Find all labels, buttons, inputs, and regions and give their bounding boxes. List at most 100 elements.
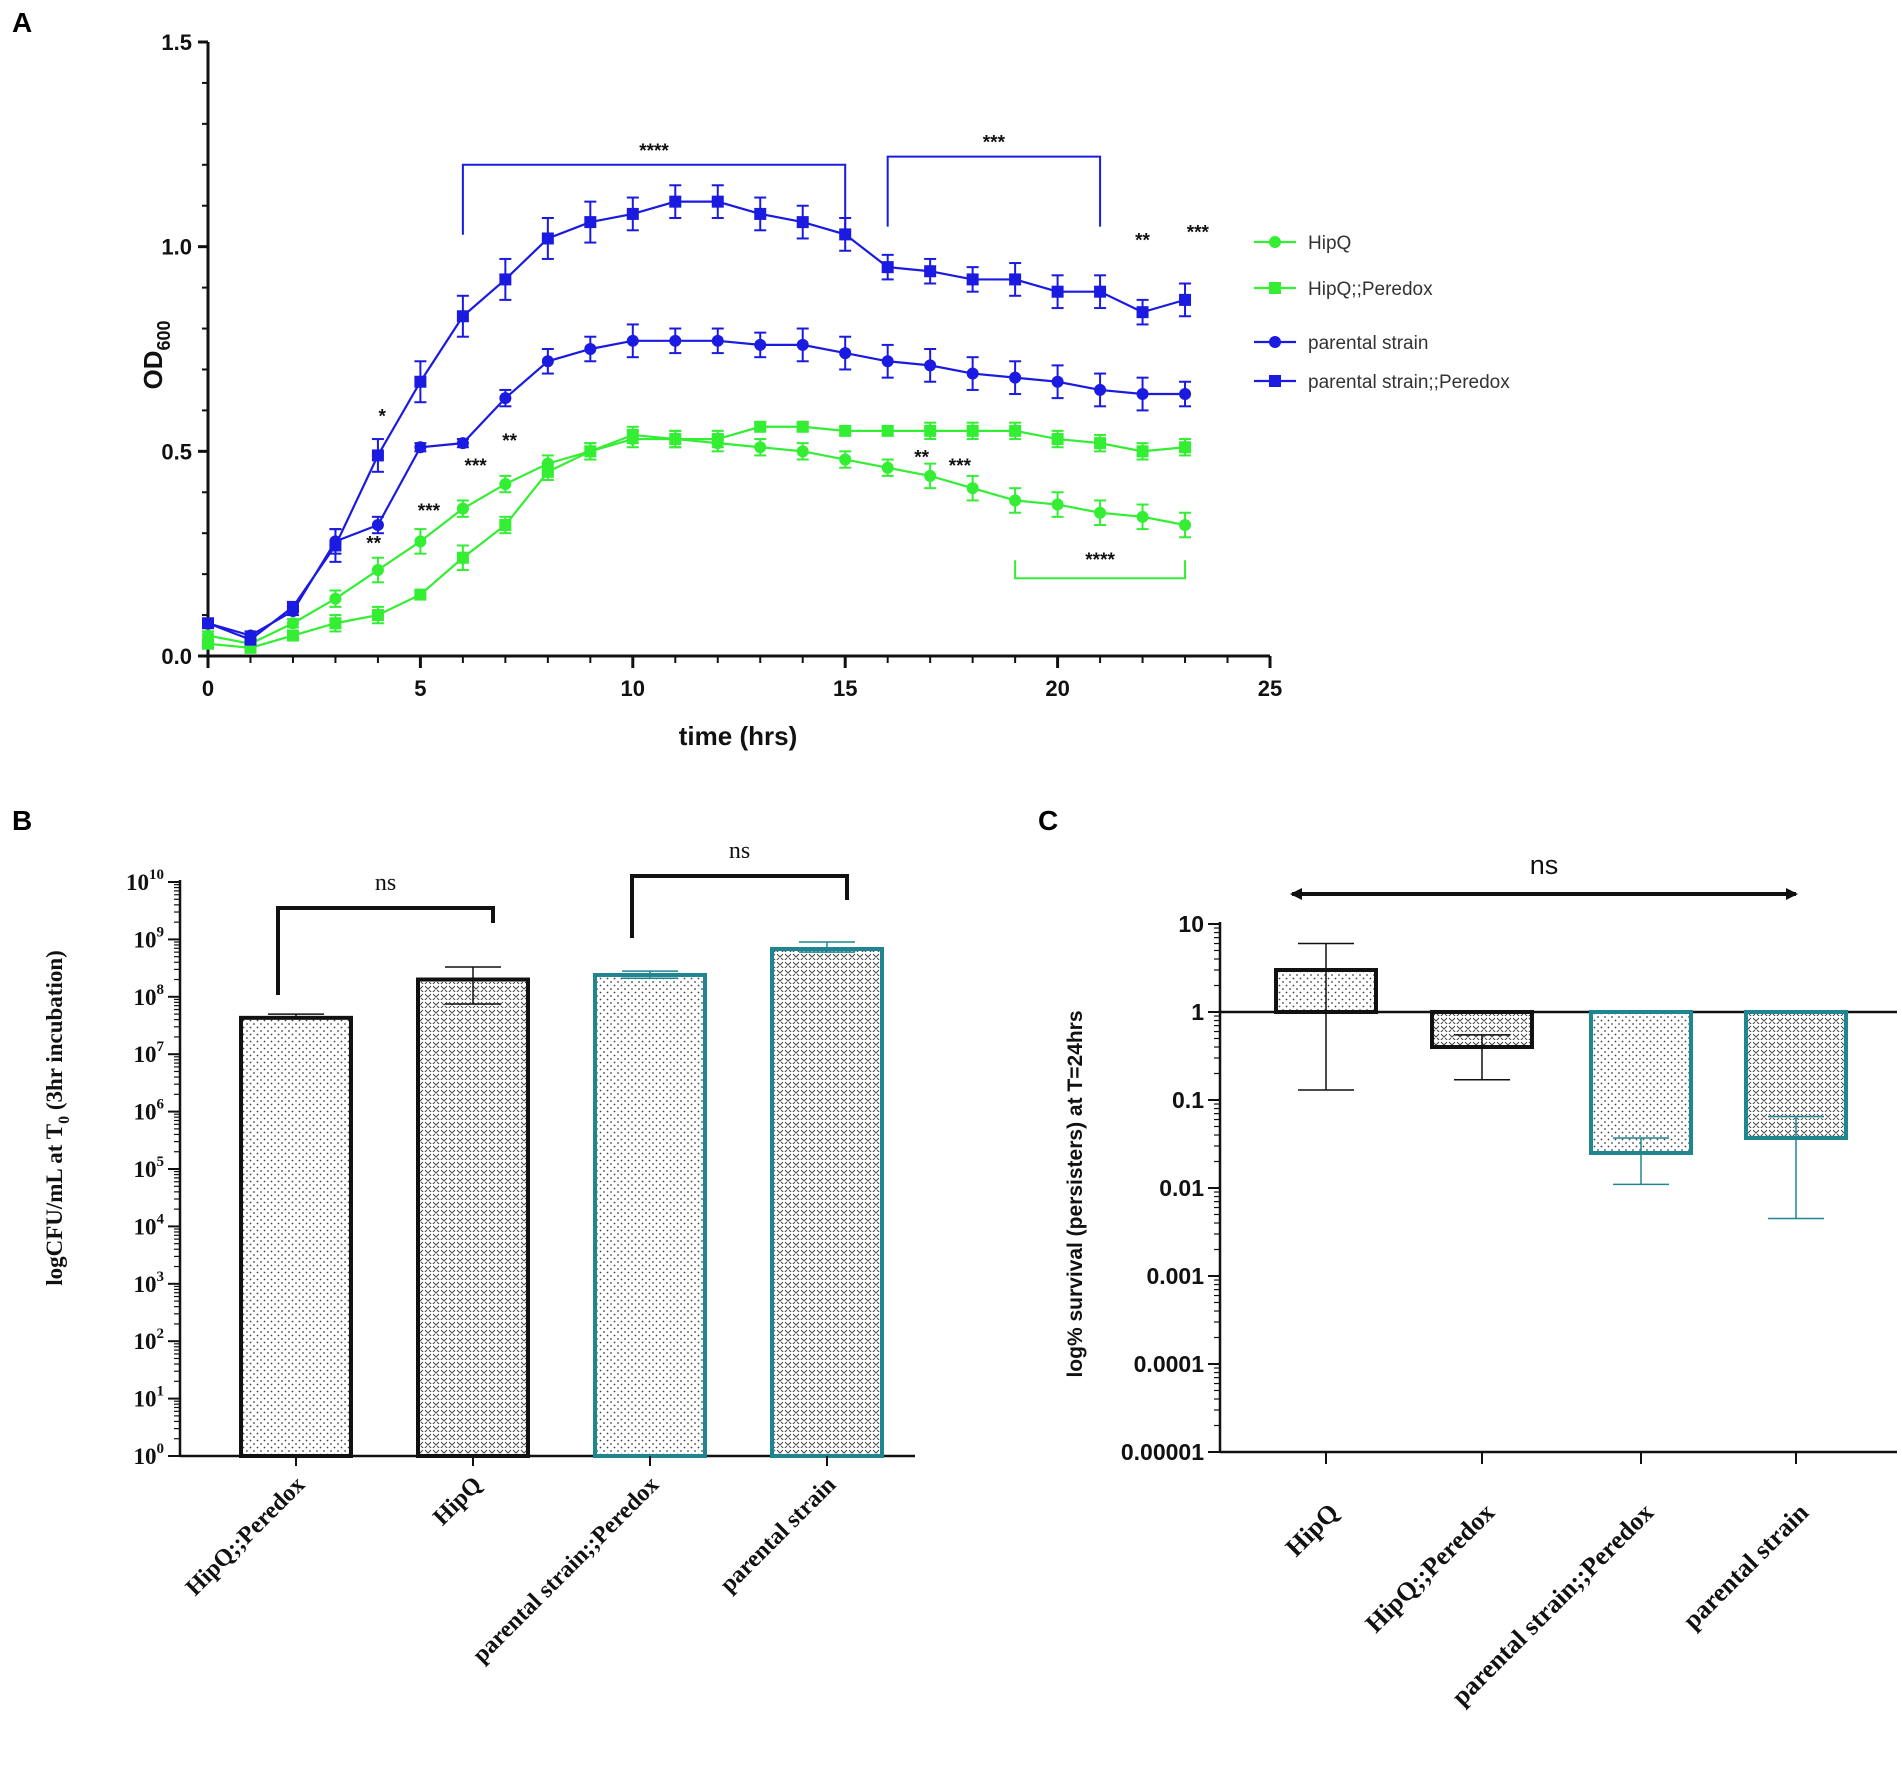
panel-a-legend-label: HipQ: [1308, 233, 1351, 254]
panel-a-point: [1179, 519, 1192, 532]
panel-b-comparison-bracket: [630, 874, 849, 938]
panel-c-y-tick-label: 0.00001: [1121, 1439, 1204, 1465]
panel-a-point: [202, 617, 214, 630]
panel-a-point: [286, 617, 299, 630]
panel-a-point: [286, 600, 299, 613]
panel-a-point: [669, 195, 682, 208]
panel-c-bar: [1589, 1010, 1693, 1155]
panel-b-tick-base: 10: [134, 1444, 157, 1469]
panel-a-point: [244, 641, 257, 654]
panel-a-y-tick-label: 1.5: [161, 30, 192, 55]
panel-a-bracket: [461, 163, 847, 235]
panel-a-series-3: [202, 184, 1192, 646]
panel-b-tick-base: 10: [134, 927, 157, 952]
panel-a-y-tick-label: 0.0: [161, 644, 192, 669]
panel-a-point: [584, 445, 597, 458]
panel-b-tick-base: 10: [134, 1157, 157, 1182]
panel-a-series-0: [202, 429, 1192, 650]
panel-c-category-label: HipQ;;Peredox: [1360, 1498, 1501, 1639]
panel-b-tick-exponent: 8: [157, 982, 165, 998]
panel-a-ylabel-sub: 600: [154, 320, 174, 350]
panel-a-point: [711, 433, 724, 446]
panel-b-y-tick-label: 101: [134, 1384, 165, 1412]
panel-a-point: [1136, 445, 1149, 458]
panel-b-tick-base: 10: [134, 985, 157, 1010]
panel-a-point: [1051, 433, 1064, 446]
panel-c-y-tick-label: 1: [1191, 999, 1204, 1025]
panel-a-legend-marker: [1269, 336, 1281, 348]
panel-a-point: [1051, 375, 1064, 388]
panel-a-point: [754, 441, 767, 454]
panel-a-point: [499, 392, 512, 405]
panel-a-bracket: [1014, 560, 1187, 580]
panel-a-point: [541, 232, 554, 245]
panel-a-point: [414, 535, 427, 548]
panel-a-legend-marker: [1269, 282, 1281, 294]
panel-b-tick-base: 10: [134, 1042, 157, 1067]
panel-b-tick-exponent: 0: [157, 1441, 165, 1457]
panel-a-point: [966, 273, 979, 286]
panel-a-legend: HipQ HipQ;;Peredox parental strain parental…: [1254, 233, 1510, 393]
panel-a-line-chart: 0.00.51.01.50 5 10 15 20 25 ************* ****…: [138, 30, 1510, 751]
panel-a-point: [796, 338, 809, 351]
panel-a-bracket-label: ****: [639, 141, 669, 162]
panel-c-y-tick-label: 0.001: [1146, 1263, 1204, 1289]
panel-a-point: [414, 441, 427, 454]
panel-a-point: [1009, 424, 1022, 437]
panel-a-point: [499, 273, 512, 286]
panel-b-tick-base: 10: [134, 1100, 157, 1125]
panel-b-tick-exponent: 6: [157, 1097, 165, 1113]
panel-c-ylabel: log% survival (persisters) at T=24hrs: [1064, 1010, 1087, 1377]
panel-a-point: [966, 424, 979, 437]
panel-a-point: [541, 355, 554, 368]
panel-a-point: [456, 437, 469, 450]
panel-a-point: [796, 216, 809, 229]
panel-letter-b: B: [12, 805, 32, 836]
panel-a-significance-label: **: [914, 448, 929, 469]
panel-b-y-tick-label: 103: [134, 1269, 165, 1297]
panel-c-y-axis-label: log% survival (persisters) at T=24hrs: [1064, 1010, 1087, 1377]
panel-b-bar: [239, 1015, 353, 1459]
panel-c-axes: 0.00001 0.0001 0.001 0.01 0.1 1 10: [1121, 911, 1897, 1465]
panel-a-point: [881, 461, 894, 474]
panel-a-point: [1009, 273, 1022, 286]
panel-b-y-tick-label: 102: [134, 1326, 165, 1354]
panel-a-point: [966, 367, 979, 380]
panel-a-point: [499, 519, 512, 532]
panel-a-point: [329, 617, 342, 630]
panel-b-y-tick-label: 105: [134, 1154, 165, 1182]
panel-a-point: [626, 207, 639, 220]
panel-a-x-tick-label: 20: [1045, 676, 1069, 701]
panel-a-legend-label: parental strain: [1308, 333, 1428, 354]
panel-a-point: [371, 449, 384, 462]
panel-b-category-label: HipQ;;Peredox: [181, 1472, 310, 1601]
panel-c-y-tick-label: 0.0001: [1134, 1351, 1205, 1377]
panel-a-point: [1179, 441, 1192, 454]
panel-b-y-tick-label: 100: [134, 1441, 165, 1469]
panel-b-tick-base: 10: [126, 870, 149, 895]
panel-a-point: [499, 478, 512, 491]
panel-a-point: [754, 338, 767, 351]
panel-a-point: [414, 375, 427, 388]
panel-letter-c: C: [1038, 805, 1058, 836]
panel-a-point: [371, 564, 384, 577]
panel-b-y-tick-label: 109: [134, 924, 165, 952]
panel-a-point: [1094, 437, 1107, 450]
panel-a-series-line: [207, 425, 1186, 649]
panel-a-significance-label: **: [1135, 231, 1150, 252]
panel-a-significance-label: *: [378, 407, 386, 428]
panel-a-point: [329, 539, 342, 552]
panel-a-point: [881, 424, 894, 437]
panel-b-bar: [416, 977, 530, 1458]
panel-a-point: [924, 359, 937, 372]
panel-a-point: [924, 469, 937, 482]
panel-c-comparisons: ns: [1290, 850, 1798, 900]
panel-b-tick-exponent: 10: [149, 867, 164, 883]
panel-b-category-label: parental strain: [715, 1472, 841, 1598]
panel-a-significance-label: ***: [418, 501, 441, 522]
panel-b-y-tick-label: 1010: [126, 867, 164, 895]
panel-a-point: [669, 334, 682, 347]
panel-b-tick-base: 10: [134, 1329, 157, 1354]
